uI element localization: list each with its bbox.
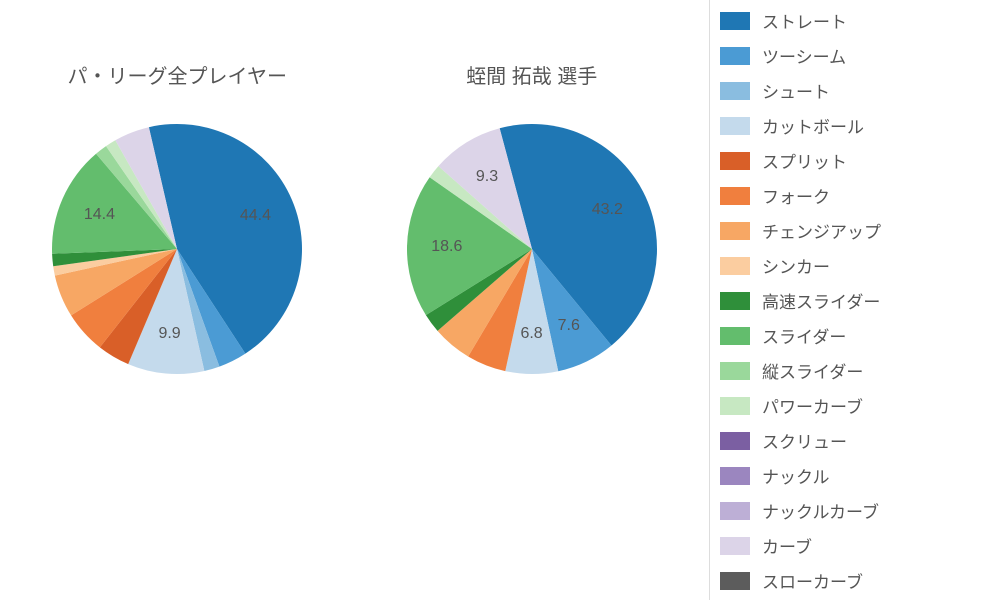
legend-swatch (720, 537, 750, 555)
legend-swatch (720, 502, 750, 520)
legend-swatch (720, 432, 750, 450)
chart-block: パ・リーグ全プレイヤー 44.49.914.4 (47, 60, 307, 379)
legend-swatch (720, 292, 750, 310)
legend-item: ツーシーム (720, 43, 1000, 68)
legend-swatch (720, 362, 750, 380)
legend-item: 高速スライダー (720, 288, 1000, 313)
legend-item: シュート (720, 78, 1000, 103)
legend-item: 縦スライダー (720, 358, 1000, 383)
pie-chart (47, 119, 307, 379)
legend-label: ナックルカーブ (762, 498, 879, 523)
legend-swatch (720, 327, 750, 345)
chart-container: パ・リーグ全プレイヤー 44.49.914.4 蛭間 拓哉 選手 43.27.66.8… (0, 0, 1000, 600)
legend-label: ナックル (762, 463, 830, 488)
legend-panel: ストレートツーシームシュートカットボールスプリットフォークチェンジアップシンカー… (709, 0, 1000, 600)
charts-area: パ・リーグ全プレイヤー 44.49.914.4 蛭間 拓哉 選手 43.27.66.8… (0, 0, 709, 600)
legend-label: カーブ (762, 533, 812, 558)
legend-label: スクリュー (762, 428, 847, 453)
legend-swatch (720, 82, 750, 100)
legend-item: フォーク (720, 183, 1000, 208)
legend-swatch (720, 187, 750, 205)
legend-label: ストレート (762, 8, 847, 33)
pie-wrap: 43.27.66.818.69.3 (402, 119, 662, 379)
legend-item: カットボール (720, 113, 1000, 138)
pie-wrap: 44.49.914.4 (47, 119, 307, 379)
pie-chart (402, 119, 662, 379)
legend-swatch (720, 467, 750, 485)
legend-item: ナックルカーブ (720, 498, 1000, 523)
legend-item: ナックル (720, 463, 1000, 488)
legend-label: 高速スライダー (762, 288, 880, 313)
legend-item: チェンジアップ (720, 218, 1000, 243)
legend-swatch (720, 152, 750, 170)
legend-swatch (720, 47, 750, 65)
legend-item: スライダー (720, 323, 1000, 348)
legend-label: スプリット (762, 148, 847, 173)
legend-label: スライダー (762, 323, 846, 348)
legend-label: カットボール (762, 113, 864, 138)
legend-swatch (720, 12, 750, 30)
legend-label: ツーシーム (762, 43, 846, 68)
legend-label: スローカーブ (762, 568, 863, 593)
legend-label: パワーカーブ (762, 393, 863, 418)
legend-item: シンカー (720, 253, 1000, 278)
legend-item: スクリュー (720, 428, 1000, 453)
legend-item: パワーカーブ (720, 393, 1000, 418)
legend-label: フォーク (762, 183, 830, 208)
legend-swatch (720, 397, 750, 415)
legend-label: シュート (762, 78, 830, 103)
legend-item: カーブ (720, 533, 1000, 558)
chart-title: 蛭間 拓哉 選手 (466, 60, 597, 89)
legend-swatch (720, 117, 750, 135)
legend-swatch (720, 222, 750, 240)
legend-label: 縦スライダー (762, 358, 863, 383)
legend-swatch (720, 257, 750, 275)
chart-title: パ・リーグ全プレイヤー (68, 60, 287, 89)
chart-block: 蛭間 拓哉 選手 43.27.66.818.69.3 (402, 60, 662, 379)
legend-label: チェンジアップ (762, 218, 881, 243)
legend-label: シンカー (762, 253, 830, 278)
legend-item: ストレート (720, 8, 1000, 33)
legend-item: スプリット (720, 148, 1000, 173)
legend-item: スローカーブ (720, 568, 1000, 593)
legend-swatch (720, 572, 750, 590)
